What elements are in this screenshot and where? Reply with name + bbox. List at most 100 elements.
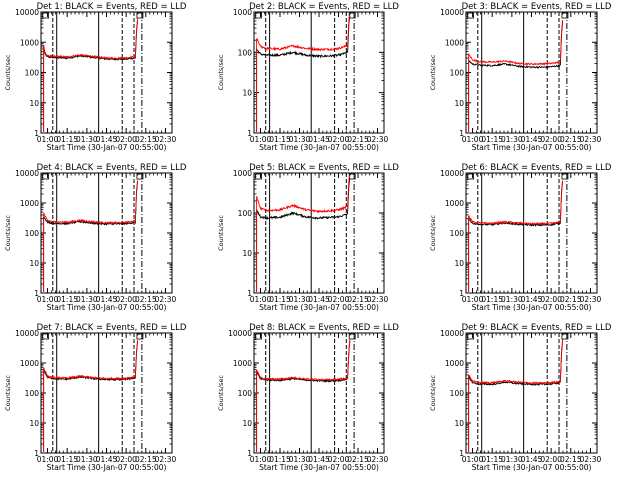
x-axis-label: Start Time (30-Jan-07 00:55:00) [472,463,592,472]
panel-2: Det 2: BLACK = Events, RED = LLD 1 10 100 10… [217,2,399,152]
series-events-line [468,21,564,132]
y-axis-label: Counts/sec [429,215,437,251]
x-tick-label: 02:30 [580,135,602,144]
interval-marker [136,333,144,340]
series-events-line [256,15,351,132]
panel-7: Det 7: BLACK = Events, RED = LLD 1 10 100 10… [4,323,187,472]
series-lld-line [43,180,139,292]
series-lld-line [256,174,351,292]
plot-frame [40,172,173,294]
y-tick-label: 1 [459,129,464,138]
x-tick-label: 02:00 [328,295,350,304]
x-tick-label: 01:45 [521,135,543,144]
y-tick-label: 1 [459,289,464,298]
y-tick-label: 10 [242,419,252,428]
y-tick-label: 100 [450,229,465,238]
series-lld-line [43,18,139,132]
y-tick-label: 100 [25,229,40,238]
x-tick-label: 02:30 [580,455,602,464]
y-tick-label: 1 [34,129,39,138]
panel-5: Det 5: BLACK = Events, RED = LLD 1 10 100 10… [217,163,399,312]
x-tick-label: 01:15 [481,455,503,464]
x-tick-label: 02:30 [367,455,389,464]
x-tick-label: 01:45 [96,455,118,464]
y-tick-label: 10000 [440,329,464,338]
panel-9: Det 9: BLACK = Events, RED = LLD 1 10 100 10… [429,323,612,472]
series-events-line [43,181,139,292]
x-tick-label: 01:45 [96,295,118,304]
x-tick-label: 02:15 [560,295,582,304]
plot-frame [253,172,385,294]
x-tick-label: 01:15 [56,455,78,464]
y-tick-label: 1000 [233,169,252,178]
y-tick-label: 1 [34,289,39,298]
plot-frame [465,11,598,134]
x-axis-label: Start Time (30-Jan-07 00:55:00) [47,463,167,472]
panel-title: Det 7: BLACK = Events, RED = LLD [37,323,187,333]
x-tick-label: 01:45 [521,295,543,304]
panel-4: Det 4: BLACK = Events, RED = LLD 1 10 100 10… [4,163,187,312]
x-tick-label: 01:30 [501,135,523,144]
x-tick-label: 01:00 [37,135,59,144]
panel-6: Det 6: BLACK = Events, RED = LLD 1 10 100 10… [429,163,612,312]
y-tick-label: 1000 [20,38,39,47]
interval-marker [255,173,263,180]
x-tick-label: 02:15 [560,455,582,464]
x-tick-label: 01:15 [56,295,78,304]
x-tick-label: 02:15 [347,295,369,304]
y-tick-label: 1 [247,289,252,298]
y-tick-label: 10000 [15,329,39,338]
y-tick-label: 100 [450,69,465,78]
x-tick-label: 02:30 [155,135,177,144]
plot-frame [40,332,173,454]
series-events-line [468,340,564,452]
x-tick-label: 01:30 [289,455,311,464]
y-tick-label: 1 [247,449,252,458]
interval-marker [467,173,475,180]
x-tick-label: 02:30 [367,135,389,144]
y-tick-label: 100 [450,389,465,398]
plot-frame [465,172,598,294]
y-tick-label: 100 [25,389,40,398]
panel-title: Det 1: BLACK = Events, RED = LLD [37,2,187,12]
x-axis-label: Start Time (30-Jan-07 00:55:00) [47,143,167,152]
series-lld-line [256,14,351,132]
interval-marker [348,12,356,19]
interval-marker [136,12,144,19]
y-tick-label: 10 [242,89,252,98]
interval-marker [255,333,263,340]
panel-title: Det 2: BLACK = Events, RED = LLD [249,2,399,12]
x-tick-label: 02:15 [560,135,582,144]
interval-marker [42,173,50,180]
x-tick-label: 01:45 [308,295,330,304]
panel-title: Det 5: BLACK = Events, RED = LLD [249,163,399,173]
y-tick-label: 1000 [20,199,39,208]
x-tick-label: 02:00 [540,295,562,304]
x-axis-label: Start Time (30-Jan-07 00:55:00) [259,463,379,472]
y-tick-label: 1000 [445,359,464,368]
x-tick-label: 02:15 [135,455,157,464]
x-axis-label: Start Time (30-Jan-07 00:55:00) [259,143,379,152]
y-axis-label: Counts/sec [429,54,437,90]
series-events-line [468,181,564,292]
y-tick-label: 1000 [233,359,252,368]
x-tick-label: 01:30 [76,455,98,464]
x-tick-label: 01:00 [250,455,272,464]
x-axis-label: Start Time (30-Jan-07 00:55:00) [472,303,592,312]
y-tick-label: 100 [238,209,253,218]
x-tick-label: 02:00 [115,295,137,304]
panel-title: Det 8: BLACK = Events, RED = LLD [249,323,399,333]
x-tick-label: 01:00 [250,295,272,304]
panel-title: Det 6: BLACK = Events, RED = LLD [462,163,612,173]
interval-marker [561,333,569,340]
x-tick-label: 02:15 [135,135,157,144]
interval-marker [467,333,475,340]
y-axis-label: Counts/sec [4,375,12,411]
interval-marker [136,173,144,180]
plot-frame [253,11,385,134]
y-tick-label: 1000 [20,359,39,368]
series-events-line [256,340,351,452]
x-tick-label: 01:45 [521,455,543,464]
x-tick-label: 02:30 [580,295,602,304]
